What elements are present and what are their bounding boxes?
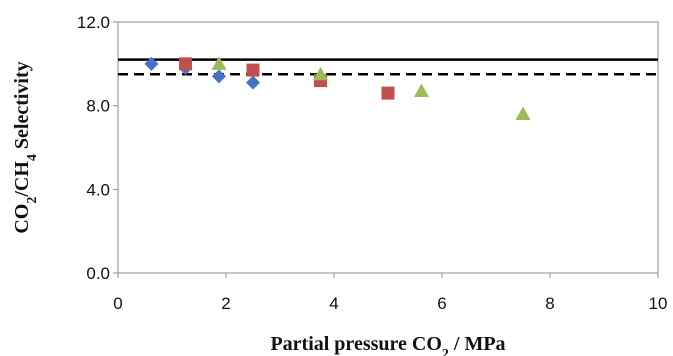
reference-lines	[118, 58, 658, 76]
diamond-point	[211, 69, 226, 84]
square-point	[246, 63, 260, 77]
x-axis: 0 2 4 6 8 10	[113, 272, 668, 313]
triangle-point	[413, 83, 429, 98]
y-tick-label: 8.0	[86, 97, 110, 116]
diamond-point	[144, 56, 159, 71]
x-tick-label: 8	[545, 294, 554, 313]
triangle-point	[515, 106, 531, 121]
data-markers	[144, 56, 531, 121]
x-tick-label: 4	[329, 294, 338, 313]
triangle-point	[313, 66, 328, 81]
y-tick-label: 0.0	[86, 264, 110, 283]
diamond-point	[246, 75, 260, 90]
x-tick-label: 2	[221, 294, 230, 313]
x-tick-label: 0	[113, 294, 122, 313]
square-point	[179, 57, 192, 71]
y-tick-label: 12.0	[77, 13, 110, 32]
triangle-point	[211, 56, 227, 70]
x-tick-label: 6	[437, 294, 446, 313]
x-tick-label: 10	[649, 294, 668, 313]
y-tick-label: 4.0	[86, 180, 110, 199]
y-axis: 0.0 4.0 8.0 12.0	[77, 13, 119, 283]
y-axis-title: CO2/CH4 Selectivity	[11, 61, 40, 233]
x-axis-title: Partial pressure CO2 / MPa	[270, 333, 505, 356]
square-point	[381, 86, 395, 100]
